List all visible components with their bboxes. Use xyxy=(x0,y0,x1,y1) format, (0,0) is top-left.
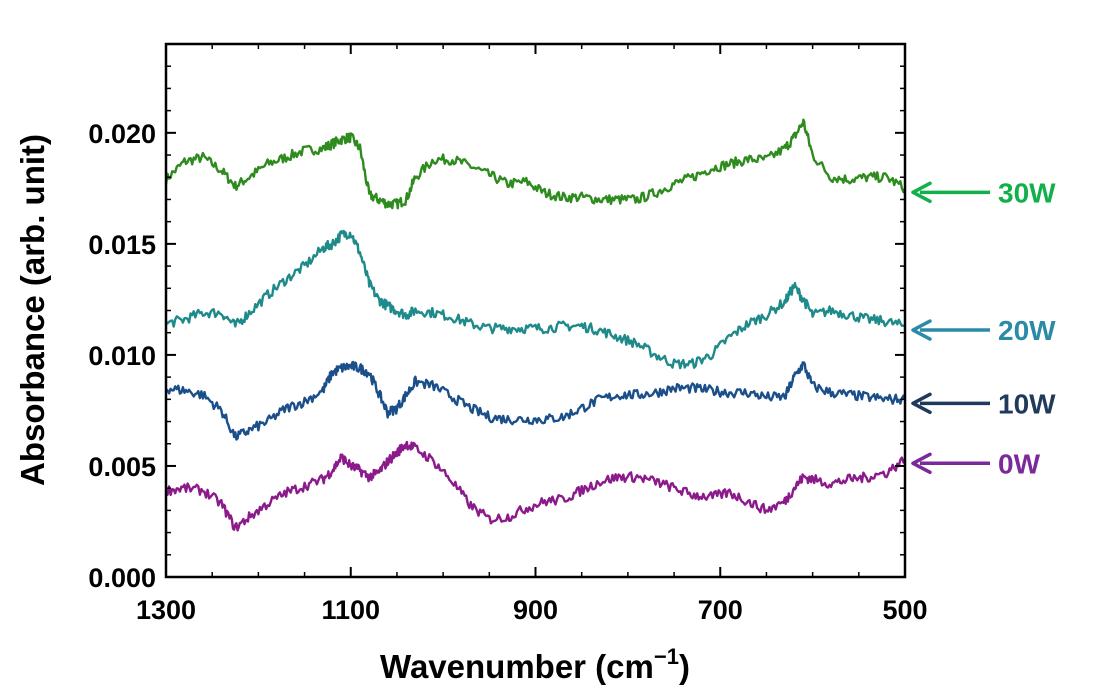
y-tick-label: 0.015 xyxy=(88,230,156,260)
arrow-head-10W xyxy=(911,392,932,415)
x-tick-label: 900 xyxy=(513,595,558,625)
y-axis-title: Absorbance (arb. unit) xyxy=(14,134,51,486)
x-axis-title: Wavenumber (cm−1) xyxy=(380,644,690,685)
x-tick-label: 500 xyxy=(882,595,927,625)
y-tick-label: 0.000 xyxy=(88,563,156,593)
x-tick-label: 700 xyxy=(698,595,743,625)
series-line-10W xyxy=(165,360,907,441)
arrow-head-20W xyxy=(911,319,932,341)
series-line-30W xyxy=(164,118,907,210)
y-tick-label: 0.020 xyxy=(88,119,156,149)
y-tick-label: 0.010 xyxy=(88,341,156,371)
series-line-0W xyxy=(165,440,907,532)
arrow-head-0W xyxy=(911,452,932,475)
series-label-20W: 20W xyxy=(998,315,1056,346)
labels-layer: 30W 20W 10W 0W xyxy=(911,177,1056,479)
series-line-20W xyxy=(165,229,906,370)
y-tick-label: 0.005 xyxy=(88,452,156,482)
series-layer xyxy=(164,118,907,532)
arrow-head-30W xyxy=(911,181,932,204)
series-label-0W: 0W xyxy=(998,448,1041,479)
ticks-layer: 1300 1100 900 700 500 0.000 0.005 0.010 0.015 0.0… xyxy=(88,44,928,625)
series-label-10W: 10W xyxy=(998,388,1056,419)
x-tick-label: 1100 xyxy=(321,595,380,625)
x-tick-label: 1300 xyxy=(136,595,196,625)
series-label-30W: 30W xyxy=(998,177,1056,208)
